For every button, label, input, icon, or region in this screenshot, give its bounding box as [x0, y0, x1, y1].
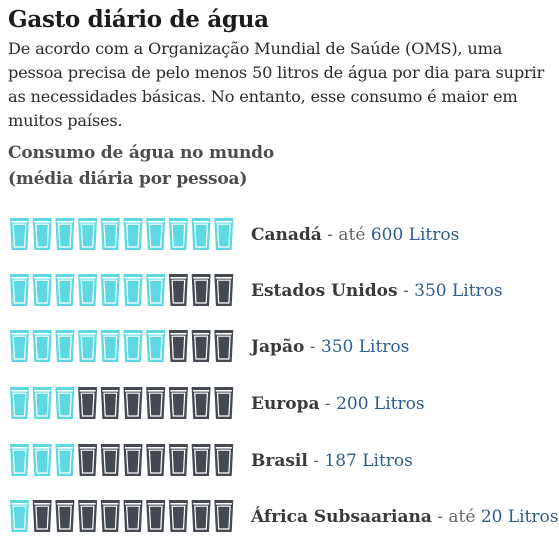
water-glass-empty-icon: [78, 444, 97, 476]
water-glass-full-icon: [55, 218, 74, 250]
water-glass-empty-icon: [124, 387, 143, 419]
water-glass-full-icon: [214, 218, 233, 250]
value-label: 600 Litros: [371, 225, 460, 245]
water-glass-full-icon: [33, 274, 52, 306]
chart-row: África Subsaariana - até 20 Litros: [10, 500, 559, 532]
water-glass-full-icon: [33, 444, 52, 476]
row-label: África Subsaariana - até 20 Litros: [250, 506, 559, 527]
water-glass-full-icon: [146, 218, 165, 250]
water-glass-empty-icon: [101, 387, 120, 419]
chart-row: Europa - 200 Litros: [10, 387, 425, 419]
water-glass-full-icon: [33, 330, 52, 362]
water-glass-full-icon: [33, 387, 52, 419]
row-label: Estados Unidos - 350 Litros: [251, 281, 503, 301]
country-label: Japão: [249, 337, 304, 357]
water-glass-empty-icon: [146, 387, 165, 419]
water-glass-empty-icon: [146, 500, 165, 532]
water-glass-empty-icon: [169, 330, 188, 362]
water-glass-full-icon: [146, 330, 165, 362]
water-glass-full-icon: [101, 274, 120, 306]
water-glass-empty-icon: [214, 500, 233, 532]
chart-row: Estados Unidos - 350 Litros: [10, 274, 503, 306]
separator-label: -: [308, 451, 325, 471]
row-label: Brasil - 187 Litros: [251, 451, 413, 471]
water-glass-full-icon: [10, 274, 29, 306]
water-glass-empty-icon: [33, 500, 52, 532]
value-label: 187 Litros: [324, 451, 413, 471]
separator-label: -: [398, 281, 415, 301]
water-glass-full-icon: [55, 387, 74, 419]
separator-label: - até: [432, 507, 481, 527]
country-label: Europa: [251, 394, 320, 414]
water-glass-full-icon: [55, 274, 74, 306]
water-glass-full-icon: [55, 330, 74, 362]
water-glass-empty-icon: [101, 444, 120, 476]
separator-label: - até: [322, 225, 371, 245]
water-glass-full-icon: [124, 218, 143, 250]
water-glass-full-icon: [124, 274, 143, 306]
water-glass-empty-icon: [192, 444, 211, 476]
water-glass-empty-icon: [169, 500, 188, 532]
separator-label: -: [304, 337, 321, 357]
water-glass-empty-icon: [214, 330, 233, 362]
value-label: 20 Litros: [481, 507, 559, 527]
country-label: Canadá: [251, 225, 322, 245]
water-glass-empty-icon: [124, 500, 143, 532]
water-glass-empty-icon: [124, 444, 143, 476]
chart-row: Brasil - 187 Litros: [10, 444, 413, 476]
water-glass-full-icon: [101, 218, 120, 250]
value-label: 350 Litros: [414, 281, 503, 301]
water-glass-empty-icon: [146, 444, 165, 476]
water-glass-empty-icon: [55, 500, 74, 532]
value-label: 200 Litros: [336, 394, 425, 414]
separator-label: -: [320, 394, 337, 414]
water-glass-full-icon: [192, 218, 211, 250]
water-glass-empty-icon: [214, 274, 233, 306]
water-glass-full-icon: [101, 330, 120, 362]
water-glass-full-icon: [78, 330, 97, 362]
water-glass-full-icon: [78, 218, 97, 250]
water-glass-empty-icon: [214, 387, 233, 419]
water-glass-full-icon: [10, 500, 29, 532]
country-label: Brasil: [251, 451, 308, 471]
water-glass-empty-icon: [78, 387, 97, 419]
water-glass-full-icon: [55, 444, 74, 476]
water-glass-full-icon: [10, 330, 29, 362]
water-glass-empty-icon: [214, 444, 233, 476]
water-glass-empty-icon: [169, 444, 188, 476]
water-glass-full-icon: [10, 444, 29, 476]
water-glass-empty-icon: [192, 274, 211, 306]
country-label: África Subsaariana: [250, 506, 432, 527]
water-glass-full-icon: [124, 330, 143, 362]
water-glass-full-icon: [10, 387, 29, 419]
row-label: Japão - 350 Litros: [249, 337, 409, 357]
water-glass-full-icon: [169, 218, 188, 250]
water-glass-empty-icon: [192, 500, 211, 532]
water-glass-empty-icon: [169, 387, 188, 419]
country-label: Estados Unidos: [251, 281, 398, 301]
water-glass-empty-icon: [78, 500, 97, 532]
chart-row: Canadá - até 600 Litros: [10, 218, 459, 250]
row-label: Canadá - até 600 Litros: [251, 225, 459, 245]
water-glass-full-icon: [146, 274, 165, 306]
value-label: 350 Litros: [321, 337, 410, 357]
water-glass-full-icon: [33, 218, 52, 250]
water-glass-empty-icon: [101, 500, 120, 532]
water-glass-full-icon: [78, 274, 97, 306]
water-glass-full-icon: [10, 218, 29, 250]
water-glass-empty-icon: [192, 330, 211, 362]
water-glass-empty-icon: [169, 274, 188, 306]
water-glass-empty-icon: [192, 387, 211, 419]
chart-row: Japão - 350 Litros: [10, 330, 409, 362]
row-label: Europa - 200 Litros: [251, 394, 425, 414]
